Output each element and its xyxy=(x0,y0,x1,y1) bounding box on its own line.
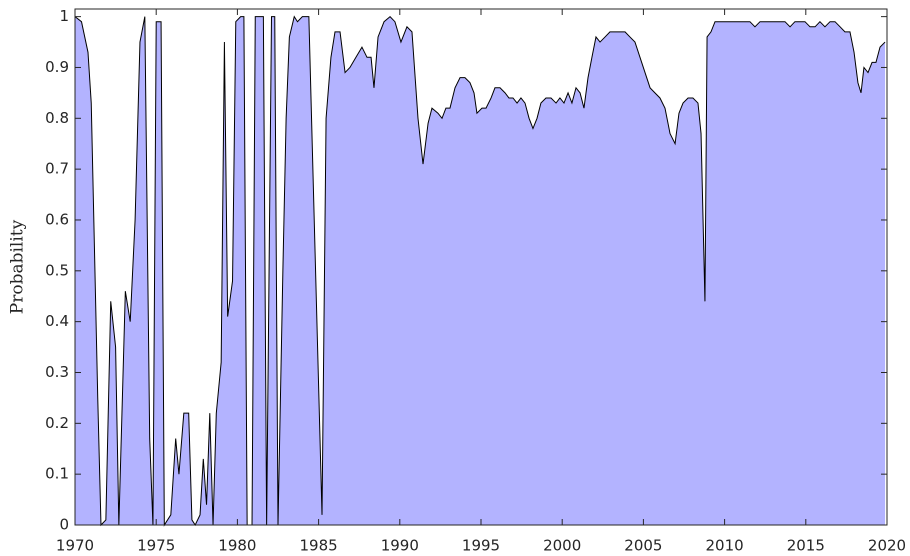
y-tick-label: 0.2 xyxy=(45,414,69,432)
y-tick-label: 0.5 xyxy=(45,261,69,279)
y-tick-label: 0.8 xyxy=(45,109,69,127)
x-tick-label: 2005 xyxy=(624,537,662,555)
x-tick-label: 1980 xyxy=(218,537,256,555)
x-tick-label: 2020 xyxy=(868,537,906,555)
x-tick-label: 2010 xyxy=(706,537,744,555)
y-tick-label: 0 xyxy=(59,516,69,534)
x-tick-label: 1970 xyxy=(56,537,94,555)
x-tick-label: 1975 xyxy=(137,537,175,555)
y-tick-label: 0.7 xyxy=(45,160,69,178)
x-tick-label: 1995 xyxy=(462,537,500,555)
y-tick-label: 0.1 xyxy=(45,465,69,483)
y-tick-label: 0.6 xyxy=(45,210,69,228)
y-tick-label: 0.3 xyxy=(45,363,69,381)
y-tick-label: 0.4 xyxy=(45,312,69,330)
x-tick-label: 2000 xyxy=(543,537,581,555)
y-tick-label: 0.9 xyxy=(45,58,69,76)
area-fill xyxy=(75,16,886,525)
area-line xyxy=(74,15,886,527)
x-tick-label: 2015 xyxy=(787,537,825,555)
y-axis-label: Probability xyxy=(8,219,28,314)
x-tick-label: 1985 xyxy=(300,537,338,555)
y-tick-label: 1 xyxy=(59,7,69,25)
x-tick-label: 1990 xyxy=(381,537,419,555)
